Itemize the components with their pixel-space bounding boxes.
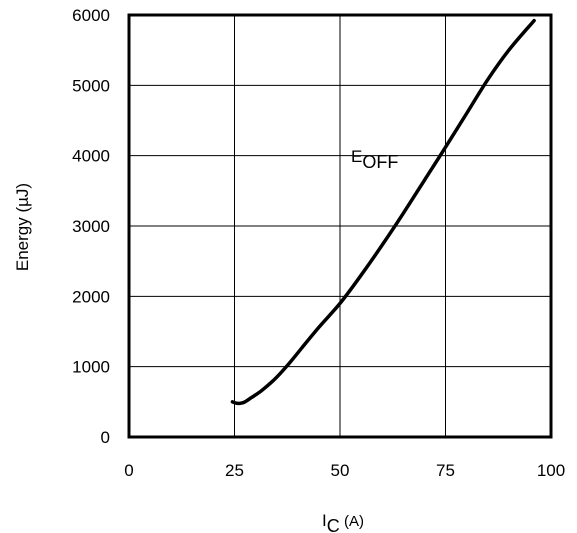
series-label-eoff: EOFF (351, 147, 398, 172)
series-layer (230, 18, 536, 406)
y-axis-label: Energy (µJ) (13, 183, 32, 271)
y-tick-label: 2000 (72, 287, 110, 306)
x-tick-label: 50 (331, 461, 350, 480)
y-tick-label: 1000 (72, 358, 110, 377)
x-tick-label: 25 (225, 461, 244, 480)
x-axis-label: IC (A) (322, 511, 364, 533)
x-tick-label: 100 (537, 461, 565, 480)
series-line-eoff (230, 18, 536, 406)
x-axis-label-main: I (322, 511, 327, 530)
x-axis-label-unit: (A) (340, 513, 364, 530)
x-tick-label: 75 (436, 461, 455, 480)
series-labels: EOFF (351, 147, 398, 172)
series-label-sub: OFF (362, 152, 398, 172)
y-tick-label: 6000 (72, 6, 110, 25)
x-tick-label: 0 (124, 461, 133, 480)
y-tick-label: 4000 (72, 147, 110, 166)
x-tick-labels: 0 25 50 75 100 (124, 461, 565, 480)
grid-lines (129, 15, 551, 437)
plot-frame (127, 13, 553, 439)
y-tick-label: 0 (101, 428, 110, 447)
y-tick-labels: 0 1000 2000 3000 4000 5000 6000 (72, 6, 110, 447)
series-label-main: E (351, 147, 362, 166)
y-tick-label: 5000 (72, 76, 110, 95)
y-tick-label: 3000 (72, 217, 110, 236)
x-axis-label-sub: C (327, 516, 340, 533)
